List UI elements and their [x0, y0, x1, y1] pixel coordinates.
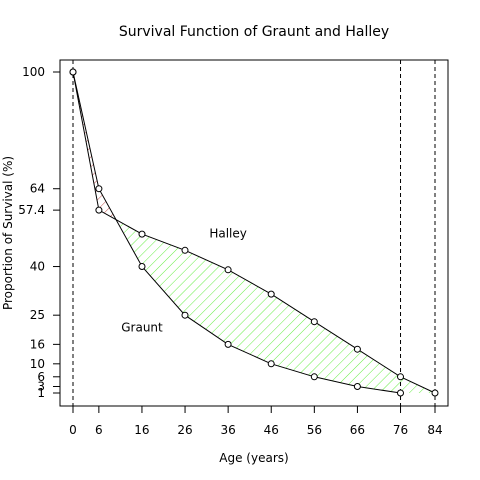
- point-halley-26: [181, 246, 189, 254]
- shading-graunt-above-halley: [73, 72, 116, 220]
- point-halley-66: [353, 345, 361, 353]
- point-halley-16: [138, 230, 146, 238]
- point-halley-84: [431, 389, 439, 397]
- y-tick-label-16: 16: [30, 337, 45, 351]
- y-tick-label-3: 3: [37, 380, 45, 394]
- x-tick-label-76: 76: [393, 423, 408, 437]
- point-graunt-46: [267, 360, 275, 368]
- series-points: [69, 68, 439, 397]
- point-graunt-26: [181, 311, 189, 319]
- x-axis-label: Age (years): [219, 451, 288, 465]
- y-tick-label-100: 100: [22, 65, 45, 79]
- x-axis: 0 6 16 26 36 46 56 66 76 84: [69, 406, 443, 437]
- y-tick-label-1: 1: [37, 386, 45, 400]
- point-halley-0: [69, 68, 77, 76]
- reference-lines: [72, 60, 436, 406]
- y-tick-label-25: 25: [30, 308, 45, 322]
- x-tick-label-0: 0: [69, 423, 77, 437]
- y-tick-label-64: 64: [30, 182, 45, 196]
- point-halley-46: [267, 290, 275, 298]
- shading-layer: [73, 72, 435, 393]
- x-tick-label-56: 56: [307, 423, 322, 437]
- x-tick-label-36: 36: [221, 423, 236, 437]
- shading-halley-above-graunt: [116, 219, 435, 393]
- point-halley-76: [397, 373, 404, 381]
- point-graunt-16: [138, 263, 146, 270]
- annotation-graunt: Graunt: [121, 320, 163, 334]
- point-graunt-66: [353, 383, 361, 390]
- point-graunt-76: [397, 389, 404, 397]
- plot-frame: [59, 59, 449, 407]
- y-tick-label-10: 10: [30, 357, 45, 371]
- annotations: Halley Graunt: [121, 226, 247, 334]
- x-tick-label-16: 16: [134, 423, 149, 437]
- x-tick-label-6: 6: [95, 423, 103, 437]
- point-halley-6: [95, 206, 103, 214]
- annotation-halley: Halley: [209, 226, 247, 240]
- series-line-halley: [72, 71, 436, 394]
- x-tick-label-66: 66: [350, 423, 365, 437]
- x-tick-label-46: 46: [264, 423, 279, 437]
- point-graunt-6: [95, 185, 103, 193]
- y-axis-label: Proportion of Survival (%): [1, 156, 15, 310]
- point-graunt-56: [310, 373, 318, 381]
- x-tick-label-84: 84: [427, 423, 442, 437]
- y-tick-label-57-4: 57.4: [18, 203, 45, 217]
- point-halley-36: [224, 266, 232, 274]
- point-graunt-36: [224, 340, 232, 348]
- chart-title: Survival Function of Graunt and Halley: [119, 24, 389, 40]
- y-tick-label-6: 6: [37, 370, 45, 384]
- point-halley-56: [310, 318, 318, 326]
- y-tick-label-40: 40: [30, 260, 45, 274]
- x-tick-label-26: 26: [177, 423, 192, 437]
